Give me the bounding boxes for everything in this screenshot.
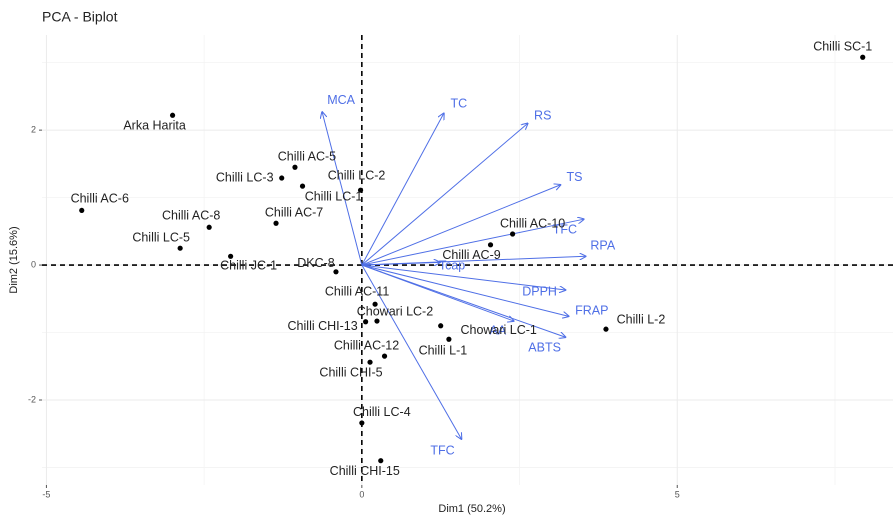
point-label: Chowari LC-1 — [460, 323, 536, 337]
point — [279, 175, 285, 181]
point — [357, 187, 364, 193]
point — [378, 458, 384, 464]
point — [228, 253, 234, 259]
point-label: Chilli LC-3 — [216, 170, 274, 184]
point-label: DKC-8 — [297, 256, 335, 270]
y-axis-label: Dim2 (15.6%) — [8, 226, 20, 293]
point-label: Chowari LC-2 — [357, 304, 433, 318]
point — [169, 112, 176, 118]
point-label: Arka Harita — [123, 119, 186, 133]
x-tick-label: 5 — [675, 489, 680, 499]
loading-label: ABTS — [528, 341, 561, 355]
point — [510, 231, 516, 237]
loading-label: RS — [534, 109, 551, 123]
point-label: Chilli CHI-13 — [288, 319, 358, 333]
loading-arrow — [361, 264, 566, 337]
point — [206, 224, 212, 230]
loading-arrow — [361, 264, 462, 439]
point-label: Chilli AC-5 — [278, 150, 336, 164]
point-label: Chilli JC-1 — [220, 259, 277, 273]
point-label: Chilli AC-7 — [265, 206, 323, 220]
point — [438, 323, 444, 329]
point — [381, 353, 388, 359]
point — [359, 420, 365, 426]
point — [603, 326, 609, 332]
point — [446, 336, 452, 342]
point — [367, 359, 373, 365]
y-tick-label: -2 — [28, 394, 36, 404]
x-axis-label: Dim1 (50.2%) — [438, 503, 505, 515]
x-tick-label: -5 — [42, 489, 50, 499]
point-label: Chilli LC-2 — [328, 168, 386, 182]
point — [177, 245, 183, 251]
point-label: Chilli L-1 — [419, 344, 468, 358]
loading-arrow — [322, 112, 363, 266]
point-label: Chilli LC-5 — [132, 230, 190, 244]
loading-label: DPPH — [522, 284, 557, 298]
point — [374, 318, 380, 324]
point — [860, 54, 866, 60]
point-label: Chilli AC-6 — [71, 192, 129, 206]
point — [292, 164, 298, 170]
loading-arrow — [361, 123, 528, 266]
loading-label: MCA — [327, 93, 355, 107]
point — [372, 301, 378, 307]
point — [273, 220, 279, 226]
point-label: Chilli CHI-5 — [319, 366, 382, 380]
loading-arrow — [361, 185, 561, 266]
loading-arrow — [361, 262, 440, 265]
point — [79, 207, 85, 214]
point-label: Chilli AC-8 — [162, 209, 220, 223]
loading-arrow — [361, 264, 566, 290]
loading-arrow — [361, 113, 444, 266]
point-label: Chilli AC-10 — [500, 216, 565, 230]
point — [333, 269, 339, 275]
loading-label: FRAP — [575, 304, 608, 318]
chart-title: PCA - Biplot — [42, 9, 118, 25]
loading-label: Tcap — [439, 259, 465, 273]
point-label: Chilli AC-11 — [325, 284, 389, 298]
y-tick-label: 2 — [31, 125, 36, 135]
loading-arrow — [361, 264, 569, 316]
point — [299, 183, 306, 189]
point-label: Chilli AC-12 — [334, 338, 399, 352]
loading-label: RPA — [590, 239, 615, 253]
x-tick-label: 0 — [359, 489, 364, 499]
point-label: Chilli L-2 — [617, 312, 666, 326]
loading-arrow — [361, 219, 584, 266]
loading-label: AA — [490, 323, 507, 337]
point-label: Chilli LC-4 — [353, 405, 411, 419]
point-label: Chilli SC-1 — [813, 40, 872, 54]
loading-label: TFC — [553, 222, 577, 236]
loading-label: TC — [451, 97, 468, 111]
y-tick-label: 0 — [31, 259, 36, 269]
loading-label: TS — [567, 170, 583, 184]
point — [487, 242, 494, 248]
point-label: Chilli LC-1 — [305, 189, 363, 203]
point-label: Chilli CHI-15 — [330, 464, 400, 478]
loading-label: TFC — [430, 443, 454, 457]
point — [363, 319, 369, 325]
point-label: Chilli AC-9 — [442, 248, 500, 262]
